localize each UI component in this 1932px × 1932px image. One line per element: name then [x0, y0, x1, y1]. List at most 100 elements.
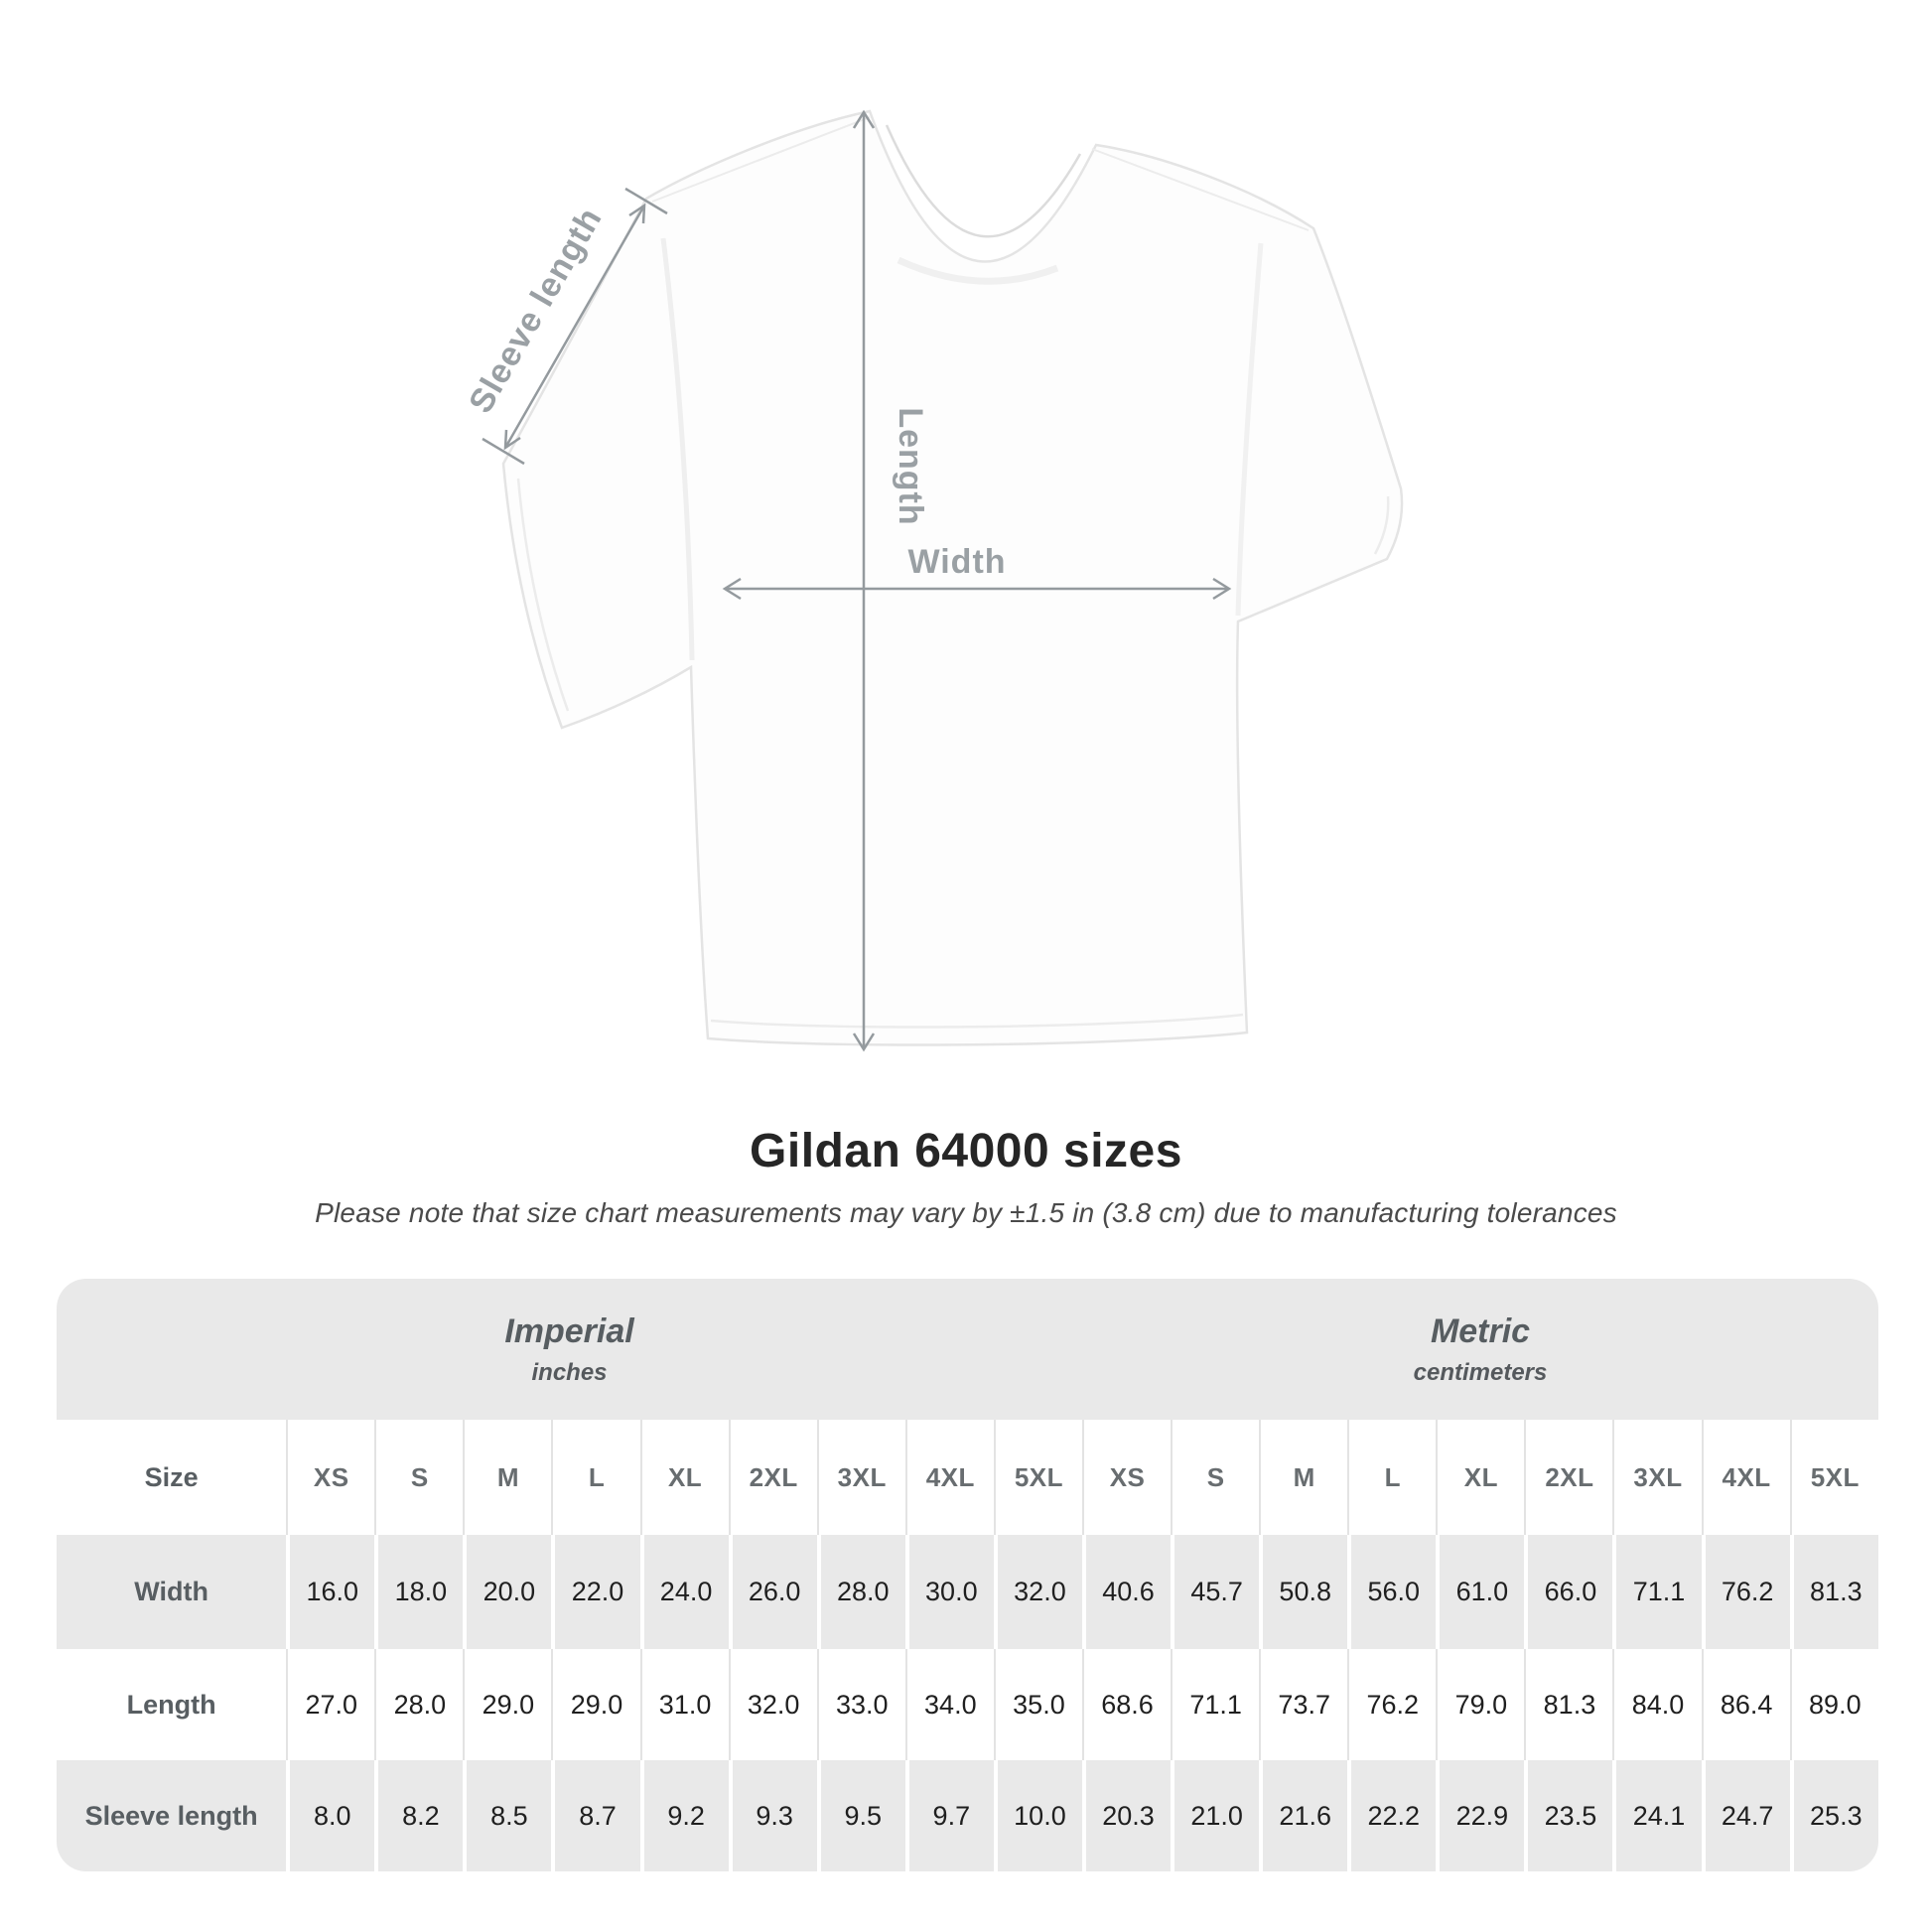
table-cell: 28.0 — [374, 1649, 464, 1760]
table-cell: 9.3 — [728, 1760, 817, 1871]
table-cell: 20.3 — [1082, 1760, 1172, 1871]
unit-band-row: Imperial inches Metric centimeters — [57, 1279, 1878, 1420]
table-cell: 56.0 — [1347, 1535, 1437, 1649]
table-cell: 9.2 — [639, 1760, 729, 1871]
table-cell: 89.0 — [1789, 1649, 1878, 1760]
body-fold-left — [660, 237, 695, 661]
table-cell: 76.2 — [1347, 1649, 1437, 1760]
bottom-hem — [710, 1013, 1244, 1029]
table-cell: 10.0 — [993, 1760, 1083, 1871]
table-cell: 21.0 — [1171, 1760, 1260, 1871]
table-row-length: Length 27.0 28.0 29.0 29.0 31.0 32.0 33.… — [57, 1649, 1878, 1760]
table-cell: 45.7 — [1171, 1535, 1260, 1649]
table-cell: 22.9 — [1436, 1760, 1525, 1871]
imperial-title: Imperial — [504, 1311, 634, 1350]
table-cell: 81.3 — [1524, 1649, 1613, 1760]
table-cell: 24.1 — [1612, 1760, 1702, 1871]
size-table: Imperial inches Metric centimeters Size … — [57, 1279, 1878, 1871]
table-cell: 22.2 — [1347, 1760, 1437, 1871]
table-cell: 68.6 — [1082, 1649, 1172, 1760]
collar-seam — [885, 124, 1082, 238]
width-arrow — [722, 577, 1232, 601]
table-cell: 29.0 — [551, 1649, 640, 1760]
table-cell: 20.0 — [463, 1535, 552, 1649]
table-row-width: Width 16.0 18.0 20.0 22.0 24.0 26.0 28.0… — [57, 1535, 1878, 1649]
size-col-imperial-s: S — [374, 1420, 464, 1535]
row-label-sleeve-length: Sleeve length — [57, 1760, 287, 1871]
size-col-metric-3xl: 3XL — [1612, 1420, 1702, 1535]
table-cell: 40.6 — [1082, 1535, 1172, 1649]
size-col-imperial-3xl: 3XL — [816, 1420, 905, 1535]
table-cell: 9.5 — [816, 1760, 905, 1871]
imperial-section-header: Imperial inches — [57, 1279, 1083, 1420]
size-header-row: Size XS S M L XL 2XL 3XL 4XL 5XL XS S M … — [57, 1420, 1878, 1535]
table-cell: 28.0 — [816, 1535, 905, 1649]
size-col-imperial-l: L — [551, 1420, 640, 1535]
size-col-imperial-2xl: 2XL — [728, 1420, 817, 1535]
table-cell: 32.0 — [993, 1535, 1083, 1649]
table-cell: 24.7 — [1701, 1760, 1790, 1871]
size-col-metric-5xl: 5XL — [1789, 1420, 1878, 1535]
table-cell: 79.0 — [1436, 1649, 1525, 1760]
table-cell: 71.1 — [1612, 1535, 1702, 1649]
tshirt-graphic — [501, 109, 1404, 1046]
size-col-metric-s: S — [1171, 1420, 1260, 1535]
size-col-metric-4xl: 4XL — [1701, 1420, 1790, 1535]
table-cell: 84.0 — [1612, 1649, 1702, 1760]
table-cell: 8.7 — [551, 1760, 640, 1871]
metric-title: Metric — [1430, 1311, 1531, 1350]
table-cell: 30.0 — [904, 1535, 994, 1649]
shoulder-seam-right — [1091, 148, 1310, 231]
tshirt-measurement-diagram: Sleeve length Length Width — [462, 109, 1404, 1052]
table-cell: 9.7 — [904, 1760, 994, 1871]
table-cell: 50.8 — [1259, 1535, 1348, 1649]
body-fold-right — [1235, 242, 1264, 617]
imperial-subtitle: inches — [531, 1358, 608, 1386]
table-cell: 8.0 — [286, 1760, 375, 1871]
table-cell: 8.2 — [374, 1760, 464, 1871]
table-cell: 73.7 — [1259, 1649, 1348, 1760]
measurement-annotations — [482, 109, 1232, 1052]
size-col-imperial-5xl: 5XL — [993, 1420, 1083, 1535]
row-label-width: Width — [57, 1535, 287, 1649]
size-col-imperial-xl: XL — [639, 1420, 729, 1535]
table-cell: 34.0 — [904, 1649, 994, 1760]
table-cell: 29.0 — [463, 1649, 552, 1760]
size-col-metric-xs: XS — [1082, 1420, 1172, 1535]
length-label: Length — [892, 407, 929, 525]
size-col-metric-l: L — [1347, 1420, 1437, 1535]
table-cell: 86.4 — [1701, 1649, 1790, 1760]
size-header-label: Size — [57, 1420, 287, 1535]
size-col-metric-xl: XL — [1436, 1420, 1525, 1535]
table-cell: 21.6 — [1259, 1760, 1348, 1871]
page-subtitle: Please note that size chart measurements… — [315, 1197, 1617, 1228]
table-row-sleeve-length: Sleeve length 8.0 8.2 8.5 8.7 9.2 9.3 9.… — [57, 1760, 1878, 1871]
sleeve-hem-left — [516, 478, 570, 712]
table-cell: 31.0 — [639, 1649, 729, 1760]
table-cell: 18.0 — [374, 1535, 464, 1649]
width-label: Width — [907, 543, 1006, 581]
length-arrow — [852, 109, 876, 1052]
shoulder-seam-left — [651, 116, 871, 203]
collar-shadow — [897, 256, 1059, 285]
page-title: Gildan 64000 sizes — [750, 1125, 1182, 1177]
table-cell: 66.0 — [1524, 1535, 1613, 1649]
table-cell: 32.0 — [728, 1649, 817, 1760]
table-cell: 61.0 — [1436, 1535, 1525, 1649]
table-cell: 71.1 — [1171, 1649, 1260, 1760]
row-label-length: Length — [57, 1649, 287, 1760]
table-cell: 81.3 — [1789, 1535, 1878, 1649]
size-col-imperial-xs: XS — [286, 1420, 375, 1535]
size-col-imperial-m: M — [463, 1420, 552, 1535]
table-cell: 26.0 — [728, 1535, 817, 1649]
table-cell: 27.0 — [286, 1649, 375, 1760]
size-col-imperial-4xl: 4XL — [904, 1420, 994, 1535]
table-cell: 24.0 — [639, 1535, 729, 1649]
size-col-metric-m: M — [1259, 1420, 1348, 1535]
table-cell: 22.0 — [551, 1535, 640, 1649]
table-cell: 16.0 — [286, 1535, 375, 1649]
metric-subtitle: centimeters — [1413, 1358, 1548, 1386]
table-cell: 8.5 — [463, 1760, 552, 1871]
table-cell: 33.0 — [816, 1649, 905, 1760]
